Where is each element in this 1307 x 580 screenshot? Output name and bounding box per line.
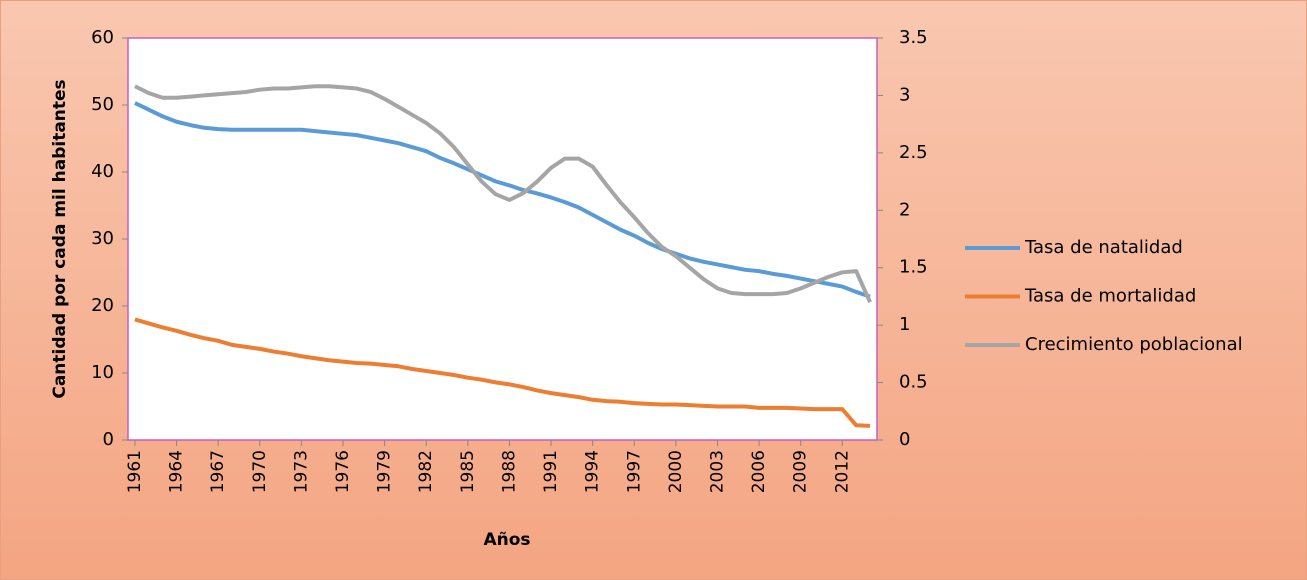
legend-label: Tasa de mortalidad [1024, 286, 1196, 307]
y-tick-label: 0 [103, 429, 114, 450]
x-tick-label: 1982 [416, 450, 436, 493]
x-tick-label: 1985 [458, 450, 478, 493]
x-tick-label: 1994 [583, 450, 603, 493]
x-axis-title: Años [483, 530, 530, 550]
x-tick-label: 2009 [791, 450, 811, 493]
series-line [134, 84, 872, 303]
legend-label: Crecimiento poblacional [1025, 334, 1243, 355]
y-tick-label: 50 [91, 94, 114, 115]
y2-tick-label: 2 [899, 199, 910, 220]
y2-tick-label: 3.5 [899, 27, 928, 48]
y-tick-label: 20 [91, 295, 114, 316]
y-tick-label: 60 [91, 27, 114, 48]
x-tick-label: 1970 [250, 450, 270, 493]
x-tick-label: 2003 [707, 450, 727, 493]
y2-tick-label: 1 [899, 314, 910, 335]
x-tick-label: 2000 [666, 450, 686, 493]
y2-tick-label: 2.5 [899, 142, 928, 163]
x-tick-label: 1973 [291, 450, 311, 493]
legend-label: Tasa de natalidad [1024, 237, 1183, 258]
series-line [134, 317, 871, 428]
x-tick-label: 1991 [541, 450, 561, 493]
plot-area [127, 37, 878, 441]
y-tick-label: 30 [91, 228, 114, 249]
x-tick-label: 1997 [624, 450, 644, 493]
y2-tick-label: 1.5 [899, 257, 928, 278]
x-tick-label: 1961 [125, 450, 145, 493]
y2-tick-label: 3 [899, 84, 910, 105]
series-line [134, 101, 871, 299]
y-tick-label: 10 [91, 362, 114, 383]
x-tick-label: 1976 [333, 450, 353, 493]
y-tick-label: 40 [91, 161, 114, 182]
y2-tick-label: 0 [899, 429, 910, 450]
x-tick-label: 1988 [499, 450, 519, 493]
x-tick-label: 1979 [375, 450, 395, 493]
x-tick-label: 1964 [167, 450, 187, 493]
x-tick-label: 2012 [832, 450, 852, 493]
x-tick-label: 2006 [749, 450, 769, 493]
y2-tick-label: 0.5 [899, 372, 928, 393]
x-tick-label: 1967 [208, 450, 228, 493]
y-axis-title: Cantidad por cada mil habitantes [50, 79, 70, 398]
